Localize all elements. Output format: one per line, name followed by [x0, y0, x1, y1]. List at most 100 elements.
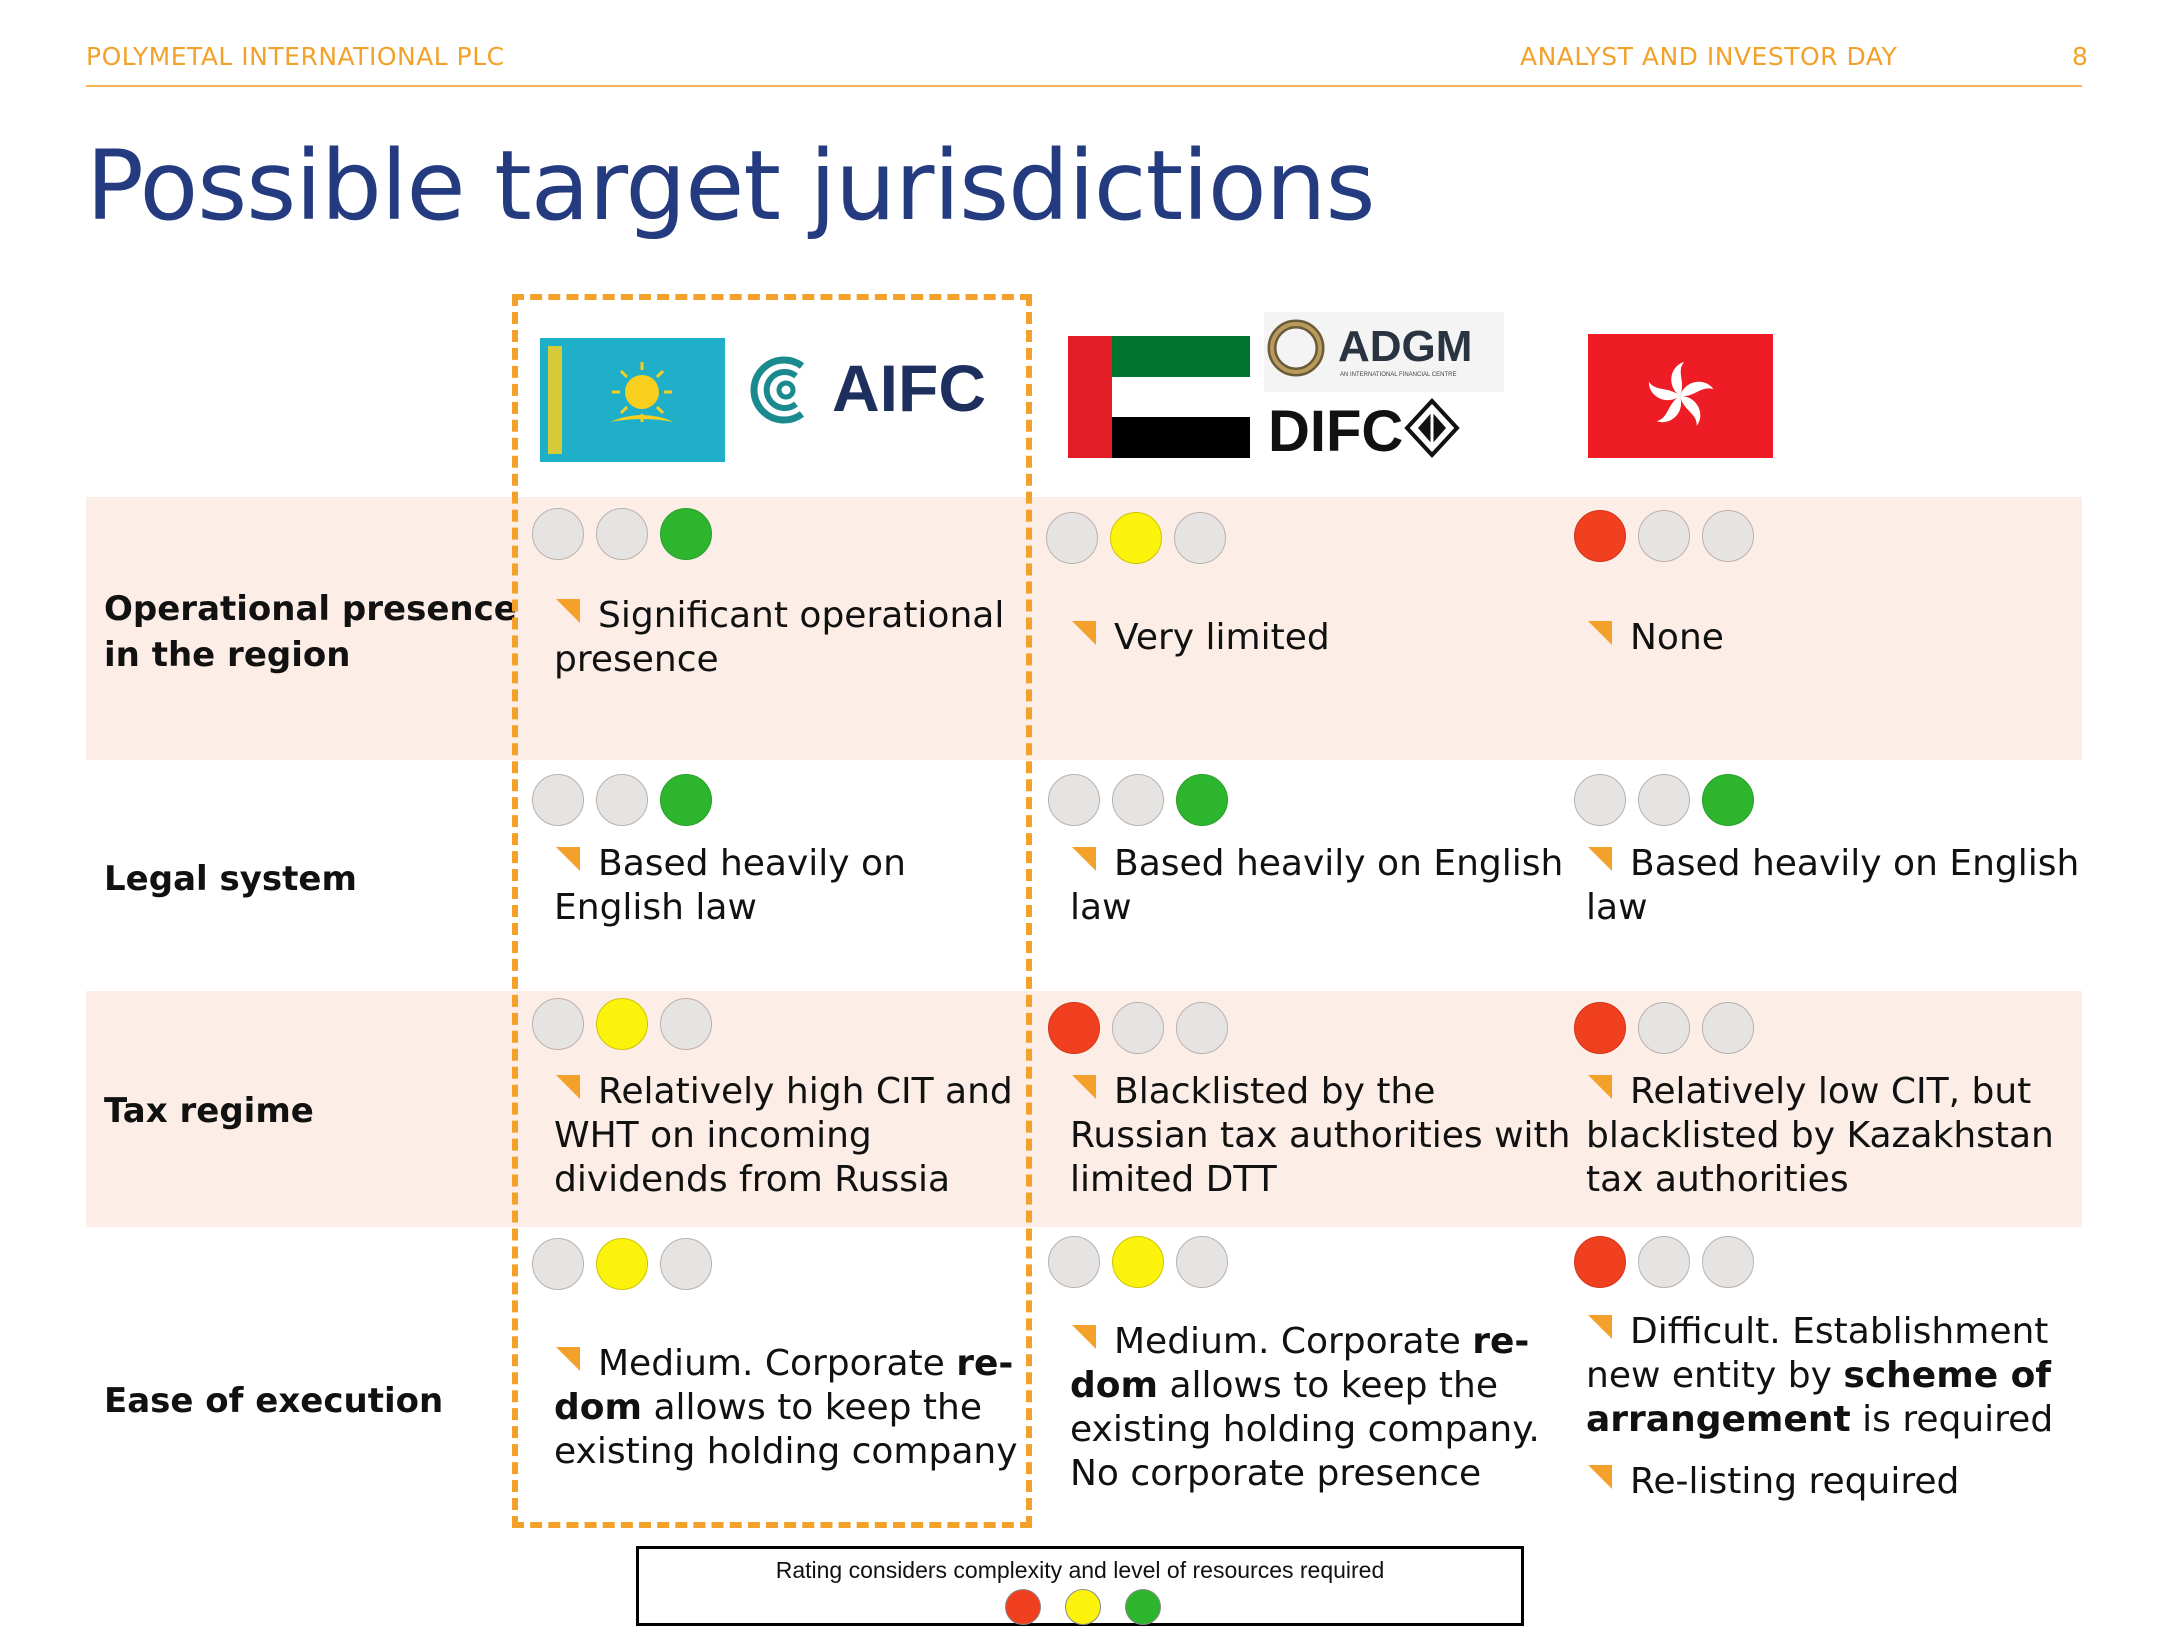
cell-text: blacklisted by Kazakhstan	[1586, 1115, 2054, 1156]
legend-text: Rating considers complexity and level of…	[775, 1557, 1385, 1583]
row-label-line: in the region	[104, 635, 351, 675]
bullet-icon	[1072, 1325, 1096, 1349]
cell-execution-kz: Medium. Corporate re- dom allows to keep…	[554, 1342, 1018, 1474]
cell-text-bold: scheme of	[1843, 1355, 2052, 1396]
grey-rating-dot	[1176, 1002, 1228, 1054]
page-number: 8	[2072, 42, 2089, 71]
uae-flag-icon	[1068, 336, 1250, 458]
difc-logo-text: DIFC	[1268, 399, 1404, 464]
grey-rating-dot	[1048, 1236, 1100, 1288]
cell-text: allows to keep the	[642, 1387, 983, 1428]
adgm-logo: ADGM AN INTERNATIONAL FINANCIAL CENTRE	[1264, 312, 1504, 392]
cell-execution-uae: Medium. Corporate re- dom allows to keep…	[1070, 1320, 1540, 1496]
grey-rating-dot	[1112, 1002, 1164, 1054]
green-rating-dot	[660, 508, 712, 560]
bullet-icon	[556, 599, 580, 623]
cell-text: WHT on incoming	[554, 1115, 872, 1156]
rating-legend: Rating considers complexity and level of…	[636, 1546, 1524, 1626]
bullet-icon	[556, 1075, 580, 1099]
aifc-logo-text: AIFC	[832, 351, 986, 425]
row-label-operational: Operational presence in the region	[104, 586, 517, 678]
cell-text: Medium. Corporate	[598, 1343, 957, 1384]
header-divider	[86, 85, 2082, 87]
grey-rating-dot	[1702, 1236, 1754, 1288]
red-rating-dot	[1048, 1002, 1100, 1054]
yellow-rating-dot	[1112, 1236, 1164, 1288]
row-label-line: Legal system	[104, 859, 357, 899]
row-label-tax: Tax regime	[104, 1088, 314, 1134]
cell-text: Blacklisted by the	[1114, 1071, 1436, 1112]
bullet-icon	[1588, 621, 1612, 645]
adgm-ring-icon	[1267, 319, 1325, 377]
grey-rating-dot	[596, 774, 648, 826]
grey-rating-dot	[1176, 1236, 1228, 1288]
cell-tax-uae: Blacklisted by the Russian tax authoriti…	[1070, 1070, 1570, 1202]
cell-text-bold: re-	[956, 1343, 1014, 1384]
grey-rating-dot	[532, 1238, 584, 1290]
cell-text: allows to keep the	[1158, 1365, 1499, 1406]
legend-red-dot	[1005, 1589, 1041, 1625]
green-rating-dot	[1702, 774, 1754, 826]
adgm-subtitle: AN INTERNATIONAL FINANCIAL CENTRE	[1340, 372, 1457, 378]
cell-tax-hk: Relatively low CIT, but blacklisted by K…	[1586, 1070, 2054, 1202]
row-label-line: Operational presence	[104, 589, 517, 629]
bullet-icon	[1588, 847, 1612, 871]
grey-rating-dot	[1702, 1002, 1754, 1054]
cell-text: existing holding company	[554, 1431, 1018, 1472]
grey-rating-dot	[532, 508, 584, 560]
grey-rating-dot	[1702, 510, 1754, 562]
cell-text: Based heavily on	[598, 843, 906, 884]
yellow-rating-dot	[596, 998, 648, 1050]
cell-legal-kz: Based heavily on English law	[554, 842, 906, 930]
grey-rating-dot	[660, 998, 712, 1050]
bullet-icon	[556, 1347, 580, 1371]
cell-text-bold: dom	[554, 1387, 643, 1428]
grey-rating-dot	[596, 508, 648, 560]
grey-rating-dot	[1174, 512, 1226, 564]
cell-legal-uae: Based heavily on English law	[1070, 842, 1563, 930]
event-name: ANALYST AND INVESTOR DAY	[1520, 42, 1898, 71]
difc-diamond-icon	[1404, 398, 1460, 458]
bullet-icon	[556, 847, 580, 871]
legend-yellow-dot	[1065, 1589, 1101, 1625]
cell-tax-kz: Relatively high CIT and WHT on incoming …	[554, 1070, 1013, 1202]
cell-text: new entity by	[1586, 1355, 1844, 1396]
cell-operational-uae: Very limited	[1070, 616, 1330, 660]
row-label-legal: Legal system	[104, 856, 357, 902]
row-label-line: Ease of execution	[104, 1381, 444, 1421]
cell-operational-kz: Significant operational presence	[554, 594, 1004, 682]
green-rating-dot	[1176, 774, 1228, 826]
yellow-rating-dot	[1110, 512, 1162, 564]
cell-text: limited DTT	[1070, 1159, 1277, 1200]
grey-rating-dot	[1046, 512, 1098, 564]
cell-text: Relatively high CIT and	[598, 1071, 1013, 1112]
cell-text-bold: dom	[1070, 1365, 1159, 1406]
grey-rating-dot	[1574, 774, 1626, 826]
cell-text: law	[1586, 887, 1648, 928]
grey-rating-dot	[1112, 774, 1164, 826]
red-rating-dot	[1574, 510, 1626, 562]
grey-rating-dot	[1638, 1236, 1690, 1288]
cell-text: No corporate presence	[1070, 1453, 1482, 1494]
cell-text: Difficult. Establishment	[1630, 1311, 2049, 1352]
cell-legal-hk: Based heavily on English law	[1586, 842, 2079, 930]
cell-text: Significant operational	[598, 595, 1005, 636]
cell-text: existing holding company.	[1070, 1409, 1540, 1450]
bullet-icon	[1588, 1465, 1612, 1489]
legend-green-dot	[1125, 1589, 1161, 1625]
cell-text: law	[1070, 887, 1132, 928]
cell-execution-hk: Difficult. Establishment new entity by s…	[1586, 1310, 2053, 1504]
bullet-icon	[1588, 1315, 1612, 1339]
cell-text: Medium. Corporate	[1114, 1321, 1473, 1362]
cell-text: English law	[554, 887, 757, 928]
adgm-logo-text: ADGM	[1338, 322, 1473, 371]
cell-text: is required	[1850, 1399, 2054, 1440]
cell-text: Re-listing required	[1630, 1461, 1960, 1502]
page-title: Possible target jurisdictions	[86, 130, 1375, 242]
bullet-icon	[1072, 621, 1096, 645]
aifc-logo-icon	[750, 350, 820, 430]
cell-text: Russian tax authorities with	[1070, 1115, 1571, 1156]
cell-text: tax authorities	[1586, 1159, 1849, 1200]
grey-rating-dot	[1638, 510, 1690, 562]
cell-text: Based heavily on English	[1114, 843, 1564, 884]
